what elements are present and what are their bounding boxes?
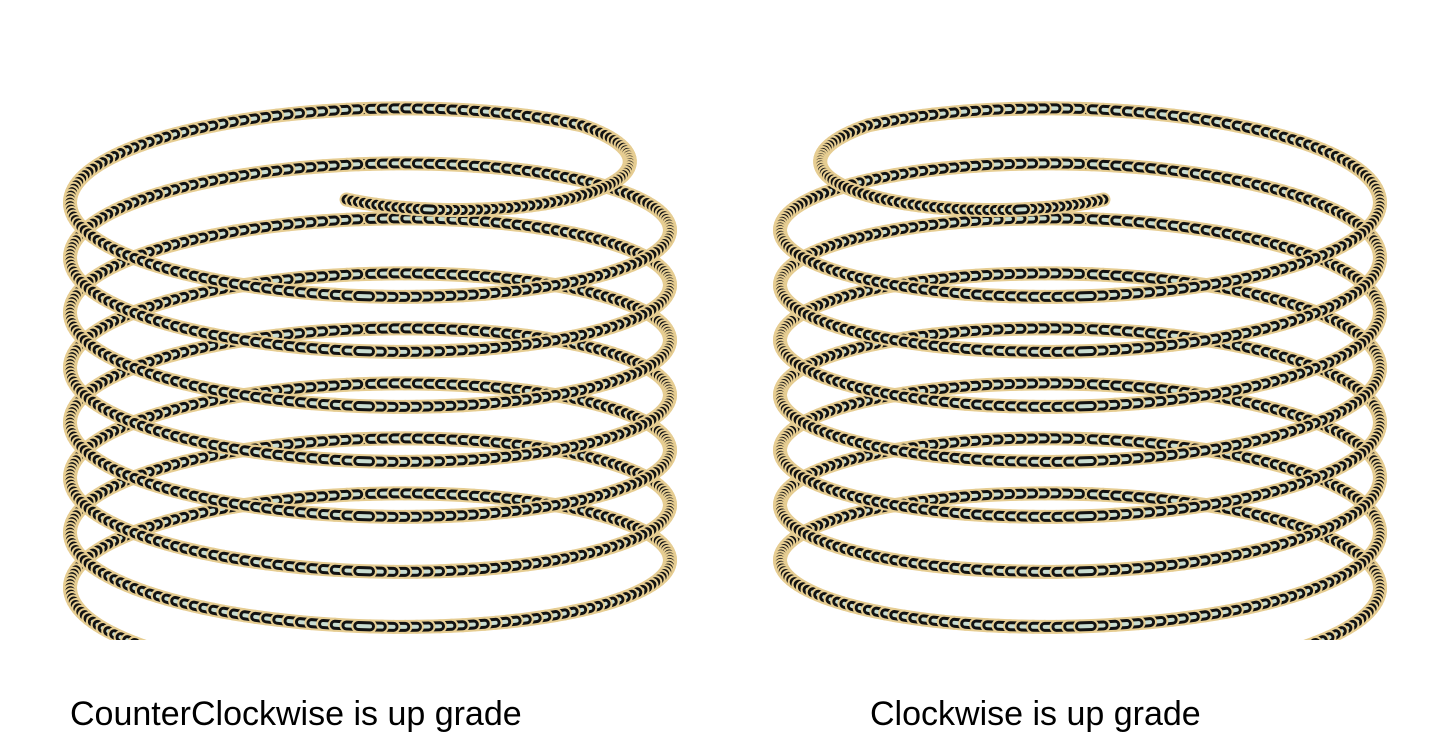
label-ccw: CounterClockwise is up grade (70, 695, 522, 734)
helix-cw (730, 0, 1430, 640)
label-cw: Clockwise is up grade (870, 695, 1201, 734)
helix-svg-ccw (20, 0, 720, 640)
diagram-stage: CounterClockwise is up grade Clockwise i… (0, 0, 1445, 747)
helix-svg-cw (730, 0, 1430, 640)
helix-ccw (20, 0, 720, 640)
